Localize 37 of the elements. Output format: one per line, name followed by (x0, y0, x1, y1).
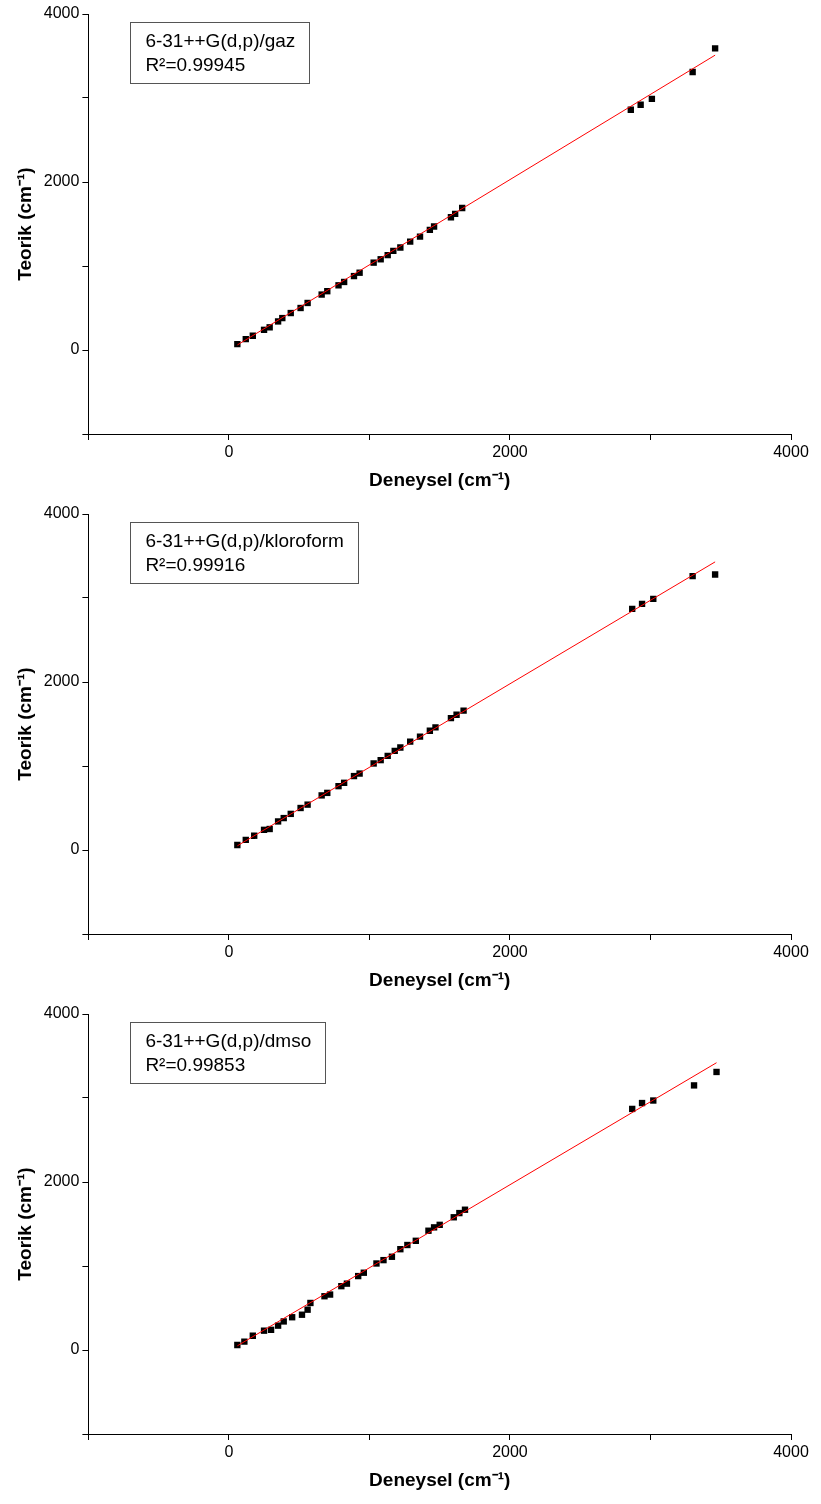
x-tick-label: 4000 (773, 1443, 809, 1461)
y-tick-label: 0 (70, 340, 80, 358)
annotation: R²=0.99916 (145, 553, 247, 577)
y-axis-title: Teorik (cm⁻¹) (13, 1167, 35, 1281)
x-tick-label: 4000 (773, 443, 809, 461)
annotation: 6-31++G(d,p)/dmso (145, 1029, 312, 1053)
y-tick-label: 4000 (43, 1004, 80, 1022)
point (713, 1068, 720, 1076)
y-tick-label: 0 (70, 1340, 80, 1358)
y-tick-label: 4000 (43, 4, 80, 22)
annotation: R²=0.99853 (145, 1053, 247, 1077)
x-axis-title: Deneysel (cm⁻¹) (369, 968, 511, 990)
point (711, 571, 719, 578)
y-tick-label: 2000 (43, 1172, 80, 1190)
point (690, 1082, 698, 1089)
y-tick-label: 0 (70, 840, 80, 858)
point (304, 1306, 311, 1313)
annotation: 6-31++G(d,p)/kloroform (145, 529, 344, 553)
annotation: R²=0.99945 (145, 53, 247, 77)
y-tick-label: 4000 (43, 504, 80, 522)
x-axis-title: Deneysel (cm⁻¹) (369, 468, 511, 490)
x-tick-label: 2000 (492, 1443, 528, 1461)
y-tick-label: 2000 (43, 172, 80, 190)
x-tick-label: 4000 (773, 943, 809, 961)
x-tick-label: 0 (224, 443, 234, 461)
point (711, 45, 719, 52)
point (637, 101, 644, 108)
annotation: 6-31++G(d,p)/gaz (145, 29, 296, 53)
y-tick-label: 2000 (43, 672, 80, 690)
y-axis-title: Teorik (cm⁻¹) (13, 667, 35, 781)
point (274, 1322, 282, 1329)
y-axis-title: Teorik (cm⁻¹) (13, 167, 35, 281)
x-tick-label: 0 (224, 943, 234, 961)
x-axis-title: Deneysel (cm⁻¹) (369, 1468, 511, 1490)
x-tick-label: 2000 (492, 943, 528, 961)
x-tick-label: 0 (224, 1443, 234, 1461)
x-tick-label: 2000 (492, 443, 528, 461)
